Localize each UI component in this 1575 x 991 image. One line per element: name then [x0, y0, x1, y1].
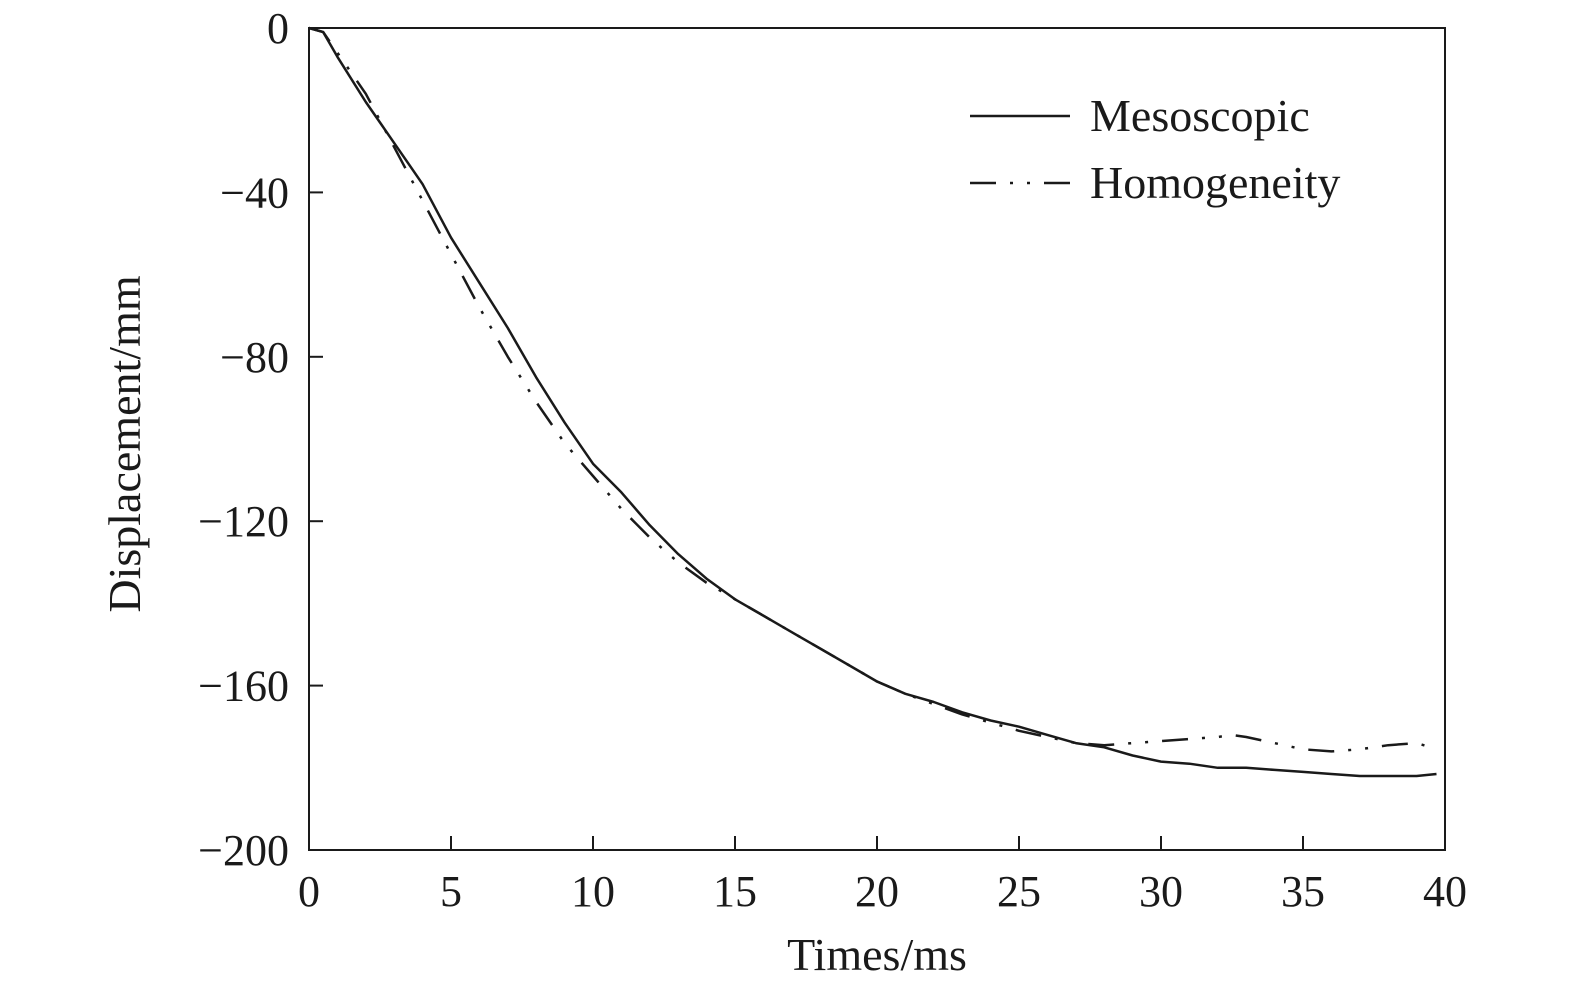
y-tick-label: 0: [267, 4, 289, 53]
y-axis-title: Displacement/mm: [99, 275, 150, 612]
x-axis-title: Times/ms: [787, 929, 967, 980]
y-tick-label: −160: [198, 662, 289, 711]
x-tick-label: 15: [713, 867, 757, 916]
x-tick-label: 35: [1281, 867, 1325, 916]
x-tick-label: 40: [1423, 867, 1467, 916]
legend-label-homogeneity: Homogeneity: [1090, 157, 1340, 208]
legend: Mesoscopic Homogeneity: [970, 90, 1340, 208]
legend-label-mesoscopic: Mesoscopic: [1090, 90, 1310, 141]
y-tick-label: −200: [198, 826, 289, 875]
series-layer: [308, 26, 1437, 778]
x-tick-label: 25: [997, 867, 1041, 916]
x-tick-label: 5: [440, 867, 462, 916]
x-tick-label: 10: [571, 867, 615, 916]
y-tick-label: −80: [220, 333, 289, 382]
x-tick-label: 20: [855, 867, 899, 916]
y-tick-label: −40: [220, 168, 289, 217]
y-axis: 0 −40 −80 −120 −160 −200: [198, 4, 323, 875]
x-tick-label: 0: [298, 867, 320, 916]
y-tick-label: −120: [198, 497, 289, 546]
plot-frame: [308, 27, 1446, 851]
series-line-homogeneity: [308, 26, 1432, 753]
x-axis: 0 5 10 15 20 25 30 35 40: [298, 836, 1467, 916]
x-tick-label: 30: [1139, 867, 1183, 916]
